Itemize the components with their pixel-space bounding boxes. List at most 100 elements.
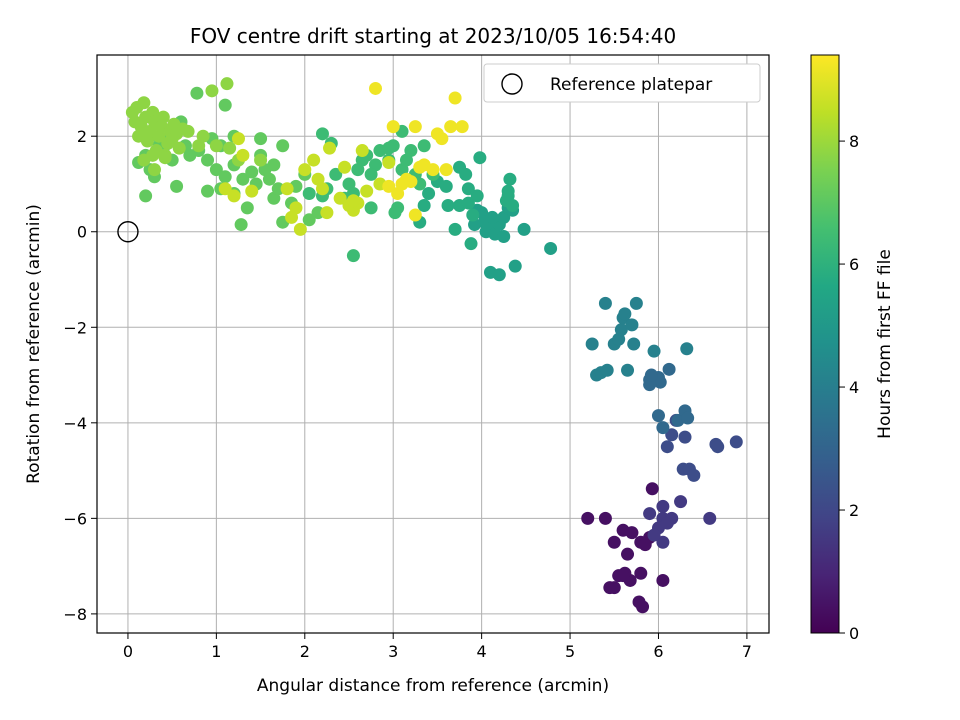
x-tick-label: 0 <box>123 642 133 661</box>
data-point <box>147 163 161 177</box>
colorbar-tick-label: 6 <box>849 255 859 274</box>
data-point <box>680 342 694 356</box>
axis-ticks: 0 1 2 3 4 5 6 7 −8 −6 −4 −2 0 2 <box>63 127 752 661</box>
data-point <box>386 120 400 134</box>
data-point <box>671 413 685 427</box>
reference-marker <box>117 221 139 243</box>
y-tick-label: −4 <box>63 414 87 433</box>
data-point <box>218 182 232 196</box>
data-point <box>137 96 151 110</box>
y-tick-label: −6 <box>63 509 87 528</box>
x-tick-label: 5 <box>565 642 575 661</box>
legend: Reference platepar <box>483 63 761 103</box>
data-point <box>448 91 462 105</box>
data-point <box>461 182 475 196</box>
data-point <box>234 218 248 232</box>
data-point <box>156 110 170 124</box>
data-point <box>581 511 595 525</box>
data-point <box>276 139 290 153</box>
data-point <box>223 141 237 155</box>
colorbar-gradient <box>810 54 840 634</box>
data-point <box>444 120 458 134</box>
data-point <box>503 172 517 186</box>
data-point <box>660 516 674 530</box>
data-point <box>629 296 643 310</box>
data-point <box>364 201 378 215</box>
data-point <box>644 368 658 382</box>
data-point <box>598 511 612 525</box>
legend-box <box>483 63 761 103</box>
data-point <box>492 268 506 282</box>
data-point <box>201 153 215 167</box>
data-point <box>585 337 599 351</box>
data-point <box>201 184 215 198</box>
data-point <box>517 222 531 236</box>
data-point <box>464 237 478 251</box>
data-point <box>600 363 614 377</box>
data-point <box>625 526 639 540</box>
data-point <box>660 440 674 454</box>
data-point <box>245 165 259 179</box>
y-tick-label: 0 <box>77 223 87 242</box>
data-point <box>455 120 469 134</box>
data-point <box>196 129 210 143</box>
data-point <box>662 362 676 376</box>
data-point <box>158 151 172 165</box>
colorbar-tick-label: 8 <box>849 132 859 151</box>
data-point <box>408 208 422 222</box>
data-point <box>653 375 667 389</box>
data-point <box>439 179 453 193</box>
data-point <box>231 132 245 146</box>
x-axis-label: Angular distance from reference (arcmin) <box>257 676 609 696</box>
data-point <box>298 163 312 177</box>
data-point <box>674 495 688 509</box>
data-point <box>729 435 743 449</box>
data-point <box>262 172 276 186</box>
y-tick-label: −8 <box>63 605 87 624</box>
data-point <box>293 222 307 236</box>
x-tick-label: 4 <box>477 642 487 661</box>
data-point <box>170 179 184 193</box>
data-point <box>245 184 259 198</box>
data-point <box>408 120 422 134</box>
data-point <box>369 81 383 95</box>
data-point <box>634 566 648 580</box>
data-point <box>329 167 343 181</box>
data-point <box>346 194 360 208</box>
data-point <box>205 84 219 98</box>
data-point <box>636 600 650 614</box>
data-points <box>117 77 743 614</box>
data-point <box>501 184 515 198</box>
x-tick-label: 1 <box>211 642 221 661</box>
data-point <box>607 535 621 549</box>
data-point <box>470 189 484 203</box>
data-point <box>254 132 268 146</box>
data-point <box>681 411 695 425</box>
colorbar-tick-label: 2 <box>849 501 859 520</box>
plot-frame <box>96 54 770 634</box>
data-point <box>647 528 661 542</box>
data-point <box>656 573 670 587</box>
data-point <box>508 259 522 273</box>
data-point <box>355 144 369 158</box>
x-tick-label: 7 <box>742 642 752 661</box>
data-point <box>461 196 475 210</box>
data-point <box>459 167 473 181</box>
data-point <box>506 198 520 212</box>
data-point <box>441 198 455 212</box>
data-point <box>439 163 453 177</box>
data-point <box>236 172 250 186</box>
data-point <box>426 163 440 177</box>
data-point <box>435 132 449 146</box>
data-point <box>323 141 337 155</box>
chart-title: FOV centre drift starting at 2023/10/05 … <box>190 24 676 48</box>
data-point <box>227 189 241 203</box>
y-tick-label: 2 <box>77 127 87 146</box>
data-point <box>417 198 431 212</box>
x-tick-label: 3 <box>388 642 398 661</box>
colorbar: 0 2 4 6 8 Hours from first FF file <box>810 54 895 643</box>
data-point <box>285 210 299 224</box>
data-point <box>621 363 635 377</box>
data-point <box>485 210 499 224</box>
